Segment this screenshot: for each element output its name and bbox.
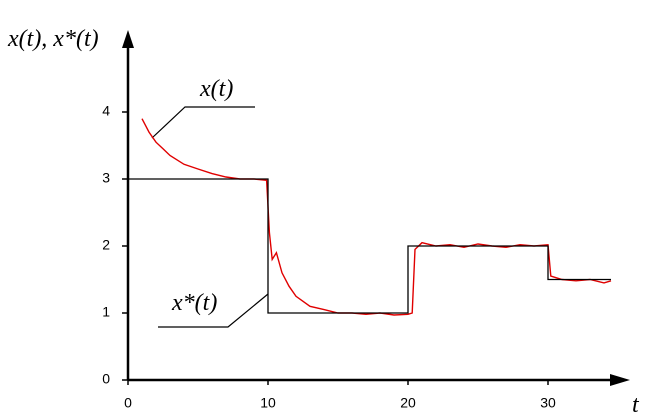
series-line <box>128 178 611 314</box>
y-axis-title: x(t), x*(t) <box>7 26 99 52</box>
y-tick-label: 1 <box>102 304 110 320</box>
x-tick-label: 30 <box>540 395 556 411</box>
x-arrow <box>610 374 630 386</box>
y-tick-label: 3 <box>102 170 110 186</box>
x-tick-label: 0 <box>124 395 132 411</box>
x-tick-label: 20 <box>400 395 416 411</box>
annotation: x(t) <box>199 76 233 102</box>
y-tick-label: 4 <box>102 103 110 119</box>
leader-line <box>158 293 269 328</box>
x-tick-label: 10 <box>260 395 276 411</box>
x-axis-title: t <box>632 392 640 418</box>
leader-line <box>151 106 255 139</box>
series-line <box>141 118 612 316</box>
annotation: x*(t) <box>171 290 217 316</box>
y-tick-label: 2 <box>102 237 110 253</box>
y-arrow <box>122 30 134 48</box>
y-tick-label: 0 <box>102 371 110 387</box>
